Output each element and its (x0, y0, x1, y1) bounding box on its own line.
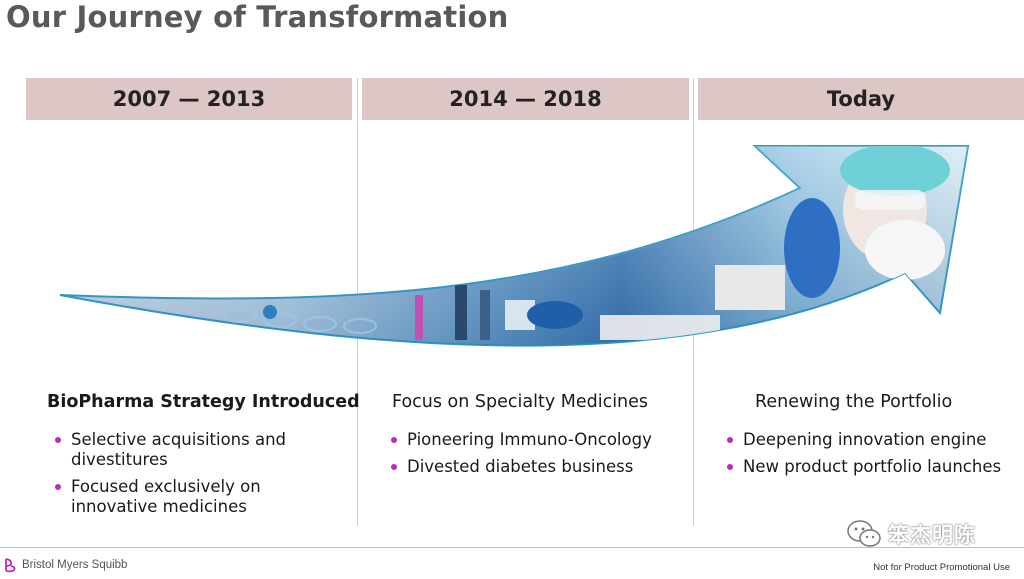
column-heading: Renewing the Portfolio (755, 392, 953, 412)
bullet-item: Focused exclusively on innovative medici… (55, 477, 315, 517)
bullet-item: Pioneering Immuno-Oncology (391, 430, 671, 450)
company-logo: Bristol Myers Squibb (3, 557, 127, 573)
column-heading: Focus on Specialty Medicines (392, 392, 649, 412)
bms-logo-icon (5, 558, 16, 573)
period-header-2014-2018: 2014 — 2018 (362, 78, 689, 120)
column-heading: BioPharma Strategy Introduced (47, 392, 360, 412)
growth-arrow-icon (59, 145, 970, 347)
period-header-today: Today (698, 78, 1024, 120)
footer-divider (0, 547, 1024, 548)
bullet-list: Selective acquisitions and divestitures … (55, 430, 315, 524)
period-header-2007-2013: 2007 — 2013 (26, 78, 352, 120)
footer-disclaimer: Not for Product Promotional Use (873, 562, 1010, 573)
bullet-list: Deepening innovation engine New product … (727, 430, 1007, 484)
bullet-list: Pioneering Immuno-Oncology Divested diab… (391, 430, 671, 484)
wechat-icon (847, 520, 881, 547)
bullet-item: Divested diabetes business (391, 457, 671, 477)
bullet-item: Deepening innovation engine (727, 430, 1007, 450)
page-title: Our Journey of Transformation (6, 0, 509, 34)
bullet-item: New product portfolio launches (727, 457, 1007, 477)
watermark: 笨杰明陈 (846, 519, 976, 549)
logo-text: Bristol Myers Squibb (22, 559, 128, 571)
watermark-text: 笨杰明陈 (888, 523, 976, 547)
bullet-item: Selective acquisitions and divestitures (55, 430, 315, 470)
